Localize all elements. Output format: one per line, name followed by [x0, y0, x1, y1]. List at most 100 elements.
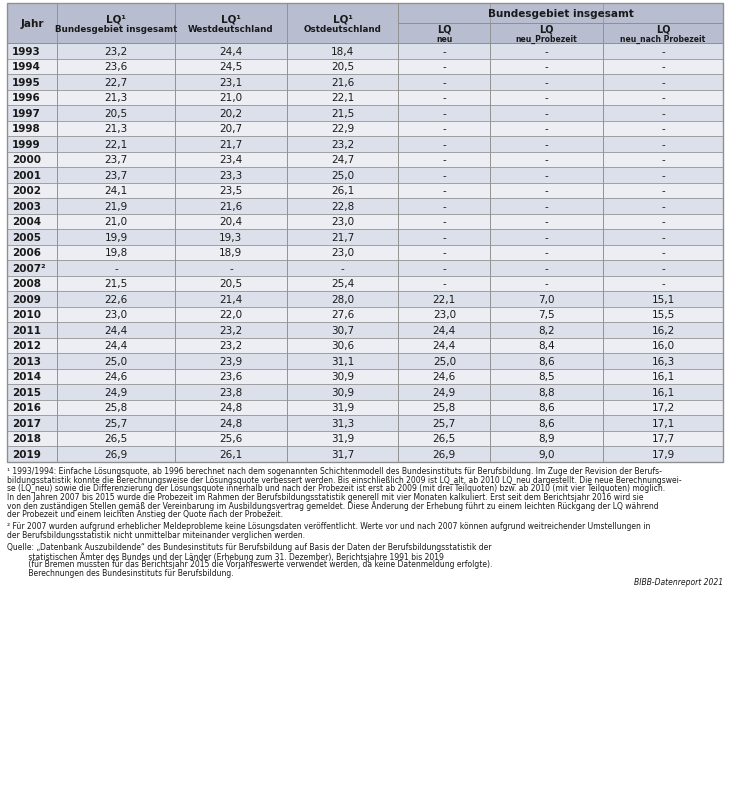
- Text: -: -: [661, 233, 665, 242]
- Bar: [175, 431, 287, 446]
- Text: 31,9: 31,9: [331, 434, 354, 444]
- Bar: [603, 338, 723, 354]
- Bar: [287, 199, 399, 214]
- Text: 21,5: 21,5: [104, 279, 128, 289]
- Text: In den Jahren 2007 bis 2015 wurde die Probezeit im Rahmen der Berufsbildungsstat: In den Jahren 2007 bis 2015 wurde die Pr…: [7, 492, 644, 501]
- Text: 2015: 2015: [12, 388, 41, 397]
- Text: 21,7: 21,7: [331, 233, 354, 242]
- Text: 25,7: 25,7: [104, 418, 128, 428]
- Text: 24,8: 24,8: [219, 403, 242, 413]
- Text: 23,8: 23,8: [219, 388, 242, 397]
- Text: 21,6: 21,6: [219, 201, 242, 212]
- Bar: [7, 323, 57, 338]
- Text: 2016: 2016: [12, 403, 41, 413]
- Bar: [175, 307, 287, 323]
- Text: 24,5: 24,5: [219, 62, 242, 72]
- Text: 2010: 2010: [12, 310, 41, 320]
- Bar: [175, 214, 287, 230]
- Text: (für Bremen mussten für das Berichtsjahr 2015 die Vorjahreswerte verwendet werde: (für Bremen mussten für das Berichtsjahr…: [7, 560, 492, 569]
- Text: -: -: [661, 109, 665, 118]
- Text: bildungsstatistik konnte die Berechnungsweise der Lösungsquote verbessert werden: bildungsstatistik konnte die Berechnungs…: [7, 475, 682, 484]
- Text: 2003: 2003: [12, 201, 41, 212]
- Text: 23,2: 23,2: [219, 325, 242, 335]
- Bar: [399, 307, 491, 323]
- Text: -: -: [442, 217, 446, 227]
- Text: -: -: [442, 186, 446, 196]
- Bar: [175, 44, 287, 59]
- Text: 2005: 2005: [12, 233, 41, 242]
- Text: neu_nach Probezeit: neu_nach Probezeit: [620, 34, 706, 44]
- Text: 20,5: 20,5: [104, 109, 128, 118]
- Text: 2014: 2014: [12, 371, 41, 382]
- Text: -: -: [661, 78, 665, 88]
- Text: 21,3: 21,3: [104, 93, 128, 103]
- Bar: [7, 90, 57, 106]
- Bar: [175, 415, 287, 431]
- Bar: [287, 338, 399, 354]
- Text: -: -: [661, 155, 665, 165]
- Bar: [175, 183, 287, 199]
- Text: 19,3: 19,3: [219, 233, 242, 242]
- Text: -: -: [545, 78, 548, 88]
- Bar: [7, 384, 57, 400]
- Bar: [491, 292, 603, 307]
- Bar: [603, 59, 723, 75]
- Bar: [175, 137, 287, 152]
- Bar: [399, 431, 491, 446]
- Text: 1997: 1997: [12, 109, 41, 118]
- Bar: [57, 44, 175, 59]
- Bar: [399, 338, 491, 354]
- Text: 20,7: 20,7: [219, 124, 242, 134]
- Bar: [57, 338, 175, 354]
- Bar: [7, 292, 57, 307]
- Bar: [399, 292, 491, 307]
- Text: 23,4: 23,4: [219, 155, 242, 165]
- Bar: [603, 44, 723, 59]
- Text: 24,6: 24,6: [104, 371, 128, 382]
- Text: -: -: [442, 264, 446, 273]
- Bar: [175, 199, 287, 214]
- Bar: [603, 323, 723, 338]
- Bar: [603, 260, 723, 277]
- Bar: [57, 230, 175, 245]
- Text: 26,5: 26,5: [104, 434, 128, 444]
- Text: 23,0: 23,0: [331, 248, 354, 258]
- Bar: [57, 260, 175, 277]
- Text: der Probezeit und einem leichten Anstieg der Quote nach der Probezeit.: der Probezeit und einem leichten Anstieg…: [7, 509, 283, 518]
- Bar: [57, 354, 175, 369]
- Bar: [399, 323, 491, 338]
- Bar: [399, 369, 491, 384]
- Text: 28,0: 28,0: [331, 294, 354, 304]
- Bar: [287, 245, 399, 260]
- Text: -: -: [661, 248, 665, 258]
- Bar: [603, 369, 723, 384]
- Bar: [603, 214, 723, 230]
- Text: Ostdeutschland: Ostdeutschland: [304, 25, 382, 34]
- Bar: [7, 369, 57, 384]
- Bar: [7, 199, 57, 214]
- Text: 8,5: 8,5: [538, 371, 555, 382]
- Bar: [603, 168, 723, 183]
- Bar: [175, 122, 287, 137]
- Text: 23,3: 23,3: [219, 170, 242, 181]
- Text: 8,6: 8,6: [538, 356, 555, 367]
- Bar: [491, 431, 603, 446]
- Text: 17,9: 17,9: [651, 449, 675, 459]
- Text: -: -: [661, 279, 665, 289]
- Text: 23,2: 23,2: [331, 139, 354, 149]
- Text: -: -: [545, 248, 548, 258]
- Bar: [175, 323, 287, 338]
- Text: 24,1: 24,1: [104, 186, 128, 196]
- Text: 2012: 2012: [12, 341, 41, 351]
- Bar: [399, 4, 723, 24]
- Text: -: -: [442, 47, 446, 57]
- Text: -: -: [442, 78, 446, 88]
- Bar: [491, 230, 603, 245]
- Bar: [7, 277, 57, 292]
- Bar: [175, 446, 287, 462]
- Text: -: -: [545, 170, 548, 181]
- Text: 23,0: 23,0: [331, 217, 354, 227]
- Text: 30,7: 30,7: [331, 325, 354, 335]
- Bar: [57, 59, 175, 75]
- Text: 8,6: 8,6: [538, 418, 555, 428]
